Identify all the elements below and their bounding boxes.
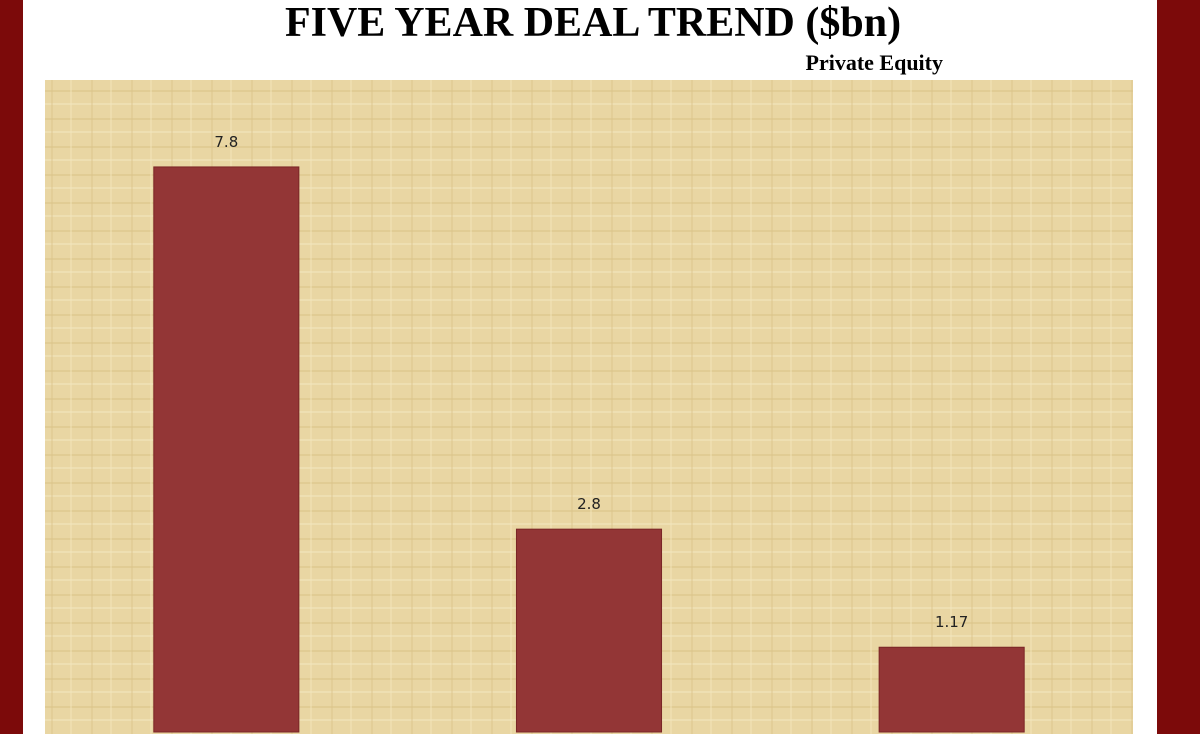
value-label: 1.17 bbox=[935, 613, 968, 631]
value-label: 7.8 bbox=[214, 133, 238, 151]
bar bbox=[153, 166, 300, 733]
frame-right bbox=[1157, 0, 1200, 734]
value-label: 2.8 bbox=[577, 495, 601, 513]
chart-subtitle: Private Equity bbox=[806, 50, 944, 75]
bar bbox=[878, 646, 1025, 733]
frame-left bbox=[0, 0, 23, 734]
bar bbox=[515, 528, 663, 733]
chart-title: FIVE YEAR DEAL TREND ($bn) bbox=[285, 0, 901, 46]
